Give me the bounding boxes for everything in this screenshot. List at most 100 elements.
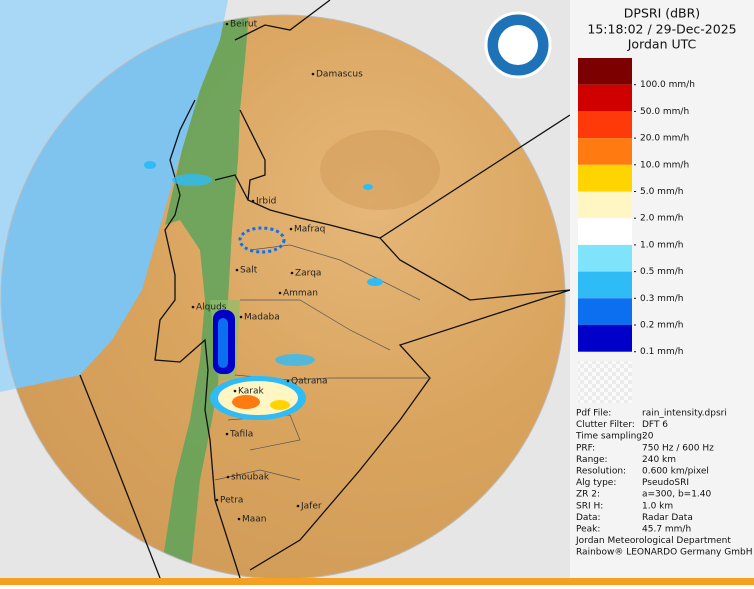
legend-label: 0.3 mm/h <box>640 294 683 304</box>
echo <box>363 184 373 190</box>
info-value: a=300, b=1.40 <box>642 490 712 500</box>
city-dot <box>233 389 237 393</box>
city-dot <box>237 517 241 521</box>
city-label: Damascus <box>316 70 363 80</box>
radar-coverage <box>1 15 565 578</box>
legend-label: 50.0 mm/h <box>640 107 689 117</box>
footer-line: Rainbow® LEONARDO Germany GmbH <box>576 548 752 558</box>
legend-swatch <box>578 58 632 85</box>
city-label: Beirut <box>230 20 258 30</box>
info-value: PseudoSRI <box>642 478 689 488</box>
legend-label: 100.0 mm/h <box>640 80 695 90</box>
info-value: 20 <box>642 432 654 442</box>
city-label: Petra <box>220 496 243 506</box>
city-dot <box>286 379 290 383</box>
echo <box>367 278 383 286</box>
legend-swatch <box>578 298 632 325</box>
legend-label: 0.1 mm/h <box>640 347 683 357</box>
city-dot <box>239 315 243 319</box>
echo <box>232 395 260 409</box>
city-label: Mafraq <box>294 225 325 235</box>
city-dot <box>251 199 255 203</box>
city-dot <box>225 22 229 26</box>
info-value: Radar Data <box>642 513 693 523</box>
info-key: Alg type: <box>576 478 616 488</box>
city-dot <box>290 271 294 275</box>
info-key: Peak: <box>576 525 600 535</box>
footer-line: Jordan Meteorological Department <box>575 536 731 546</box>
legend-label: 0.5 mm/h <box>640 267 683 277</box>
legend-swatch <box>578 138 632 165</box>
info-key: Range: <box>576 455 608 465</box>
cities: Beirut Damascus Irbid Mafraq Salt Zarqa Amman A… <box>191 20 363 525</box>
legend-swatch <box>578 191 632 219</box>
city-label: Maan <box>242 515 267 525</box>
city-label: shoubak <box>231 473 270 483</box>
city-dot <box>289 227 293 231</box>
info-value: 750 Hz / 600 Hz <box>642 443 714 453</box>
city-label: Zarqa <box>295 269 321 279</box>
info-key: ZR 2: <box>576 490 600 500</box>
legend: 100.0 mm/h 50.0 mm/h 20.0 mm/h 10.0 mm/h 5.0… <box>578 58 695 357</box>
nodata-swatch <box>578 361 632 403</box>
legend-label: 2.0 mm/h <box>640 214 683 224</box>
info-key: Time sampling: <box>575 432 645 442</box>
city-dot <box>235 268 239 272</box>
city-label: Alquds <box>196 303 227 313</box>
legend-label: 5.0 mm/h <box>640 187 683 197</box>
info-key: Clutter Filter: <box>576 420 635 430</box>
info-value: 1.0 km <box>642 501 673 511</box>
legend-label: 0.2 mm/h <box>640 321 683 331</box>
legend-swatch <box>578 84 632 112</box>
city-dot <box>225 432 229 436</box>
legend-swatch <box>578 325 632 352</box>
info-value: 45.7 mm/h <box>642 525 691 535</box>
legend-swatch <box>578 164 632 192</box>
legend-label: 1.0 mm/h <box>640 240 683 250</box>
info-value: DFT 6 <box>642 420 668 430</box>
city-label: Amman <box>283 289 318 299</box>
info-key: Data: <box>576 513 601 523</box>
legend-label: 20.0 mm/h <box>640 134 689 144</box>
legend-label: 10.0 mm/h <box>640 160 689 170</box>
radar-echoes <box>144 161 383 420</box>
info-key: Pdf File: <box>576 409 611 419</box>
legend-swatch <box>578 111 632 139</box>
city-dot <box>226 475 230 479</box>
bottom-bar <box>0 578 754 585</box>
echo <box>275 354 315 366</box>
green-belt <box>160 15 250 578</box>
city-label: Salt <box>240 266 258 276</box>
info-key: Resolution: <box>576 467 626 477</box>
city-label: Jafer <box>300 502 322 512</box>
logo-inner <box>498 25 538 65</box>
terrain-shade <box>320 130 440 210</box>
legend-swatch <box>578 271 632 299</box>
city-dot <box>311 72 315 76</box>
city-label: Karak <box>238 387 264 397</box>
city-dot <box>215 498 219 502</box>
region: Jordan UTC <box>627 37 697 52</box>
info: Pdf File: rain_intensity.dpsri Clutter Fil… <box>575 409 752 558</box>
info-value: 0.600 km/pixel <box>642 467 709 477</box>
info-key: PRF: <box>576 443 595 453</box>
echo <box>218 318 228 368</box>
legend-swatch <box>578 218 632 245</box>
info-value: 240 km <box>642 455 676 465</box>
echo <box>144 161 156 169</box>
legend-swatch <box>578 244 632 272</box>
legend-title: DPSRI (dBR) <box>624 6 700 21</box>
city-dot <box>191 305 195 309</box>
city-dot <box>278 291 282 295</box>
city-label: Qatrana <box>291 377 328 387</box>
echo <box>270 400 290 410</box>
timestamp: 15:18:02 / 29-Dec-2025 <box>587 22 736 37</box>
info-key: SRI H: <box>576 501 603 511</box>
city-label: Tafila <box>229 430 253 440</box>
city-dot <box>296 504 300 508</box>
city-label: Irbid <box>256 197 276 207</box>
info-value: rain_intensity.dpsri <box>642 409 727 419</box>
echo <box>172 174 212 186</box>
